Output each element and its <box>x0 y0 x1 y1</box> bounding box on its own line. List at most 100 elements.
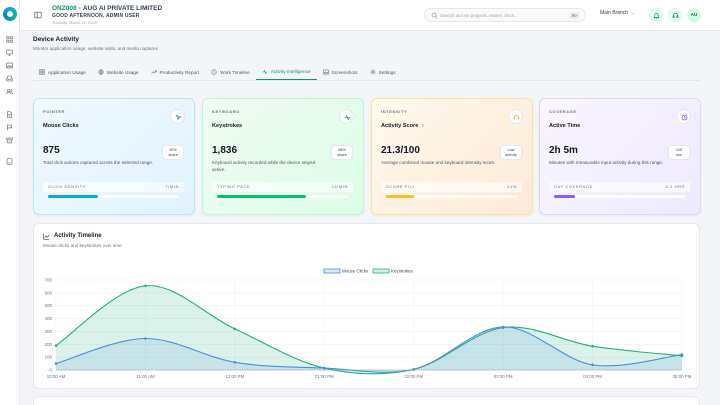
y-tick-label: 700 <box>45 278 53 283</box>
metric-line: CLICK DENSITY 7/MIN <box>43 184 184 190</box>
next-panel <box>33 396 700 405</box>
activity-score-card: INTENSITY Activity Score? 21.3/100 Low ac… <box>371 98 533 215</box>
progress-track <box>217 195 348 198</box>
mouse-clicks-card: POINTER Mouse Clicks 875 32% share Total … <box>33 98 195 215</box>
card-kicker: KEYBOARD <box>212 109 240 114</box>
dashboard-icon[interactable] <box>6 36 13 43</box>
card-kicker: INTENSITY <box>381 109 408 114</box>
metric-label: SCORE FILL <box>386 184 416 189</box>
tabs-divider <box>33 80 700 81</box>
y-tick-label: 300 <box>45 329 53 334</box>
gear-icon <box>370 69 376 75</box>
organization-line: ONZ008 • AUG AI PRIVATE LIMITED <box>52 5 162 12</box>
progress-track <box>48 195 179 198</box>
tab-label: Screenshots <box>331 69 358 75</box>
line-chart-icon <box>43 233 50 240</box>
org-code: ONZ008 <box>52 5 77 12</box>
badge-unit: activity <box>505 153 517 157</box>
tab-work-timeline[interactable]: Work Timeline <box>205 64 256 80</box>
badge-unit: min <box>675 153 683 157</box>
image-icon[interactable] <box>6 62 13 69</box>
support-button[interactable] <box>668 8 682 22</box>
legend-swatch <box>372 268 390 274</box>
data-point <box>144 337 147 340</box>
tab-activity-intelligence[interactable]: Activity Intelligence <box>255 64 317 80</box>
panel-toggle-icon[interactable] <box>34 11 42 19</box>
top-header: ONZ008 • AUG AI PRIVATE LIMITED GOOD AFTER… <box>20 0 720 31</box>
card-title: Active Time <box>549 123 580 129</box>
tab-screenshots[interactable]: Screenshots <box>317 64 364 80</box>
archive-icon[interactable] <box>6 137 13 144</box>
card-title-text: Active Time <box>549 123 581 129</box>
badge-unit: share <box>168 153 178 157</box>
notifications-button[interactable] <box>649 8 663 22</box>
x-tick-label: 05:00 PM <box>673 374 692 379</box>
flag-icon[interactable] <box>6 124 13 131</box>
org-separator: • <box>78 5 81 12</box>
search-input[interactable] <box>440 11 560 20</box>
card-title: Activity Score? <box>381 123 424 129</box>
tab-website-usage[interactable]: Website Usage <box>92 64 145 80</box>
activity-level-badge: Low activity <box>500 145 522 160</box>
help-icon[interactable]: ? <box>421 123 424 128</box>
tab-settings[interactable]: Settings <box>364 64 402 80</box>
globe-icon <box>98 69 104 75</box>
keystrokes-card: KEYBOARD Keystrokes 1,836 68% share Keybo… <box>202 98 364 215</box>
card-description: Keyboard activity recorded while the dev… <box>212 160 316 172</box>
series-area <box>56 285 682 374</box>
tab-application-usage[interactable]: Application Usage <box>33 64 92 80</box>
metric-value: 21% <box>507 184 517 189</box>
timeline-subtitle: Mouse clicks and keystrokes over time <box>43 243 122 248</box>
global-search[interactable]: ⌘K <box>424 8 586 22</box>
metric-line: SCORE FILL 21% <box>381 184 522 190</box>
share-badge: 68% share <box>331 145 353 160</box>
y-tick-label: 100 <box>45 355 53 360</box>
badge-value: Low <box>507 148 515 152</box>
card-description: Minutes with measurable input activity d… <box>549 160 664 165</box>
pulse-icon <box>262 69 268 74</box>
share-badge: 32% share <box>162 145 184 160</box>
monitor-icon[interactable] <box>6 49 13 56</box>
data-point <box>591 344 594 348</box>
document-icon[interactable] <box>6 111 13 118</box>
card-title-text: Mouse Clicks <box>43 123 79 129</box>
data-point <box>680 353 684 356</box>
badge-value: 32% <box>169 148 177 152</box>
users-icon[interactable] <box>6 88 13 95</box>
app-logo[interactable] <box>3 7 17 21</box>
sidebar <box>0 0 20 405</box>
card-title: Keystrokes <box>212 123 242 129</box>
card-value: 875 <box>43 145 60 156</box>
greeting: GOOD AFTERNOON, ADMIN USER <box>52 13 140 19</box>
tab-productivity-report[interactable]: Productivity Report <box>145 64 206 80</box>
user-avatar[interactable]: AU <box>687 8 701 22</box>
x-tick-label: 03:00 PM <box>494 374 513 379</box>
legend-label: Mouse Clicks <box>342 269 369 274</box>
data-point <box>233 360 237 364</box>
y-tick-label: 200 <box>45 342 53 347</box>
card-title-text: Activity Score <box>381 123 419 129</box>
metric-row <box>43 182 184 192</box>
tab-label: Website Usage <box>106 69 139 75</box>
metric-line: TYPING PACE 15/MIN <box>212 184 353 190</box>
y-tick-label: 600 <box>45 290 53 295</box>
metric-row <box>212 182 353 192</box>
branch-selector[interactable]: Main Branch ⌄ <box>600 10 635 16</box>
metric-value: 15/MIN <box>331 184 348 189</box>
progress-track <box>554 195 685 198</box>
headset-icon <box>672 13 679 18</box>
card-value: 1,836 <box>212 145 238 156</box>
org-name: AUG AI PRIVATE LIMITED <box>82 5 163 12</box>
metric-label: DAY COVERAGE <box>554 184 593 189</box>
progress-fill <box>48 195 98 198</box>
card-kicker: COVERAGE <box>549 109 577 114</box>
metric-row <box>549 182 690 192</box>
tab-label: Productivity Report <box>159 69 200 75</box>
legend-label: Keystrokes <box>391 269 414 274</box>
series-line <box>55 326 683 373</box>
inbox-icon[interactable] <box>6 75 13 82</box>
legend-swatch <box>323 268 341 274</box>
data-point <box>144 284 147 288</box>
device-icon[interactable] <box>6 158 13 165</box>
x-tick-label: 01:00 PM <box>315 374 334 379</box>
